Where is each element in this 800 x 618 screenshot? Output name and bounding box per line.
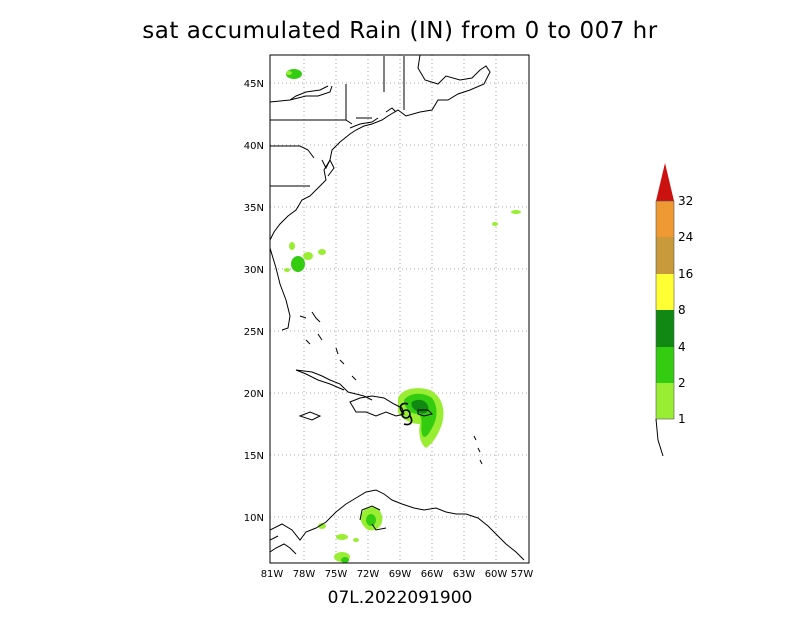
rain-patch-southeast-us [291, 256, 305, 272]
map-title: sat accumulated Rain (IN) from 0 to 007 … [142, 18, 658, 44]
lon-label: 72W [357, 569, 380, 580]
rain-patches [284, 69, 521, 563]
colorbar-segment [656, 383, 674, 419]
lat-label: 10N [244, 513, 264, 524]
lon-label: 66W [421, 569, 444, 580]
lon-label: 63W [453, 569, 476, 580]
colorbar-label: 4 [678, 340, 686, 354]
lon-label: 57W [511, 569, 534, 580]
colorbar-max-triangle [656, 163, 674, 201]
lat-label: 45N [244, 79, 264, 90]
grid-lines [270, 55, 529, 563]
coastlines [270, 55, 525, 561]
lat-label: 30N [244, 265, 264, 276]
lon-label: 75W [325, 569, 348, 580]
colorbar-label: 8 [678, 303, 686, 317]
lon-label: 69W [389, 569, 412, 580]
tropical-cyclone-icon [399, 402, 413, 426]
lat-label: 25N [244, 327, 264, 338]
colorbar-segment [656, 201, 674, 237]
storm-id-label: 07L.2022091900 [327, 588, 473, 608]
colorbar-label: 2 [678, 376, 686, 390]
colorbar-label: 24 [678, 230, 693, 244]
colorbar-segment [656, 347, 674, 383]
colorbar-label: 1 [678, 412, 686, 426]
map-frame [269, 54, 530, 564]
longitude-labels: 81W 78W 75W 72W 69W 66W 63W 60W 57W [261, 569, 534, 580]
lat-label: 35N [244, 203, 264, 214]
latitude-labels: 45N 40N 35N 30N 25N 20N 15N 10N [244, 79, 264, 524]
lon-label: 81W [261, 569, 284, 580]
colorbar-segment [656, 310, 674, 347]
colorbar: 1 2 4 8 16 24 32 [655, 163, 693, 457]
rain-patch-east [511, 210, 521, 214]
colorbar-min-tail [655, 418, 664, 457]
lat-label: 20N [244, 389, 264, 400]
colorbar-segment [656, 237, 674, 274]
colorbar-label: 16 [678, 267, 693, 281]
lat-label: 40N [244, 141, 264, 152]
lon-label: 78W [293, 569, 316, 580]
lat-label: 15N [244, 451, 264, 462]
colorbar-segment [656, 274, 674, 310]
lon-label: 60W [485, 569, 508, 580]
colorbar-label: 32 [678, 194, 693, 208]
